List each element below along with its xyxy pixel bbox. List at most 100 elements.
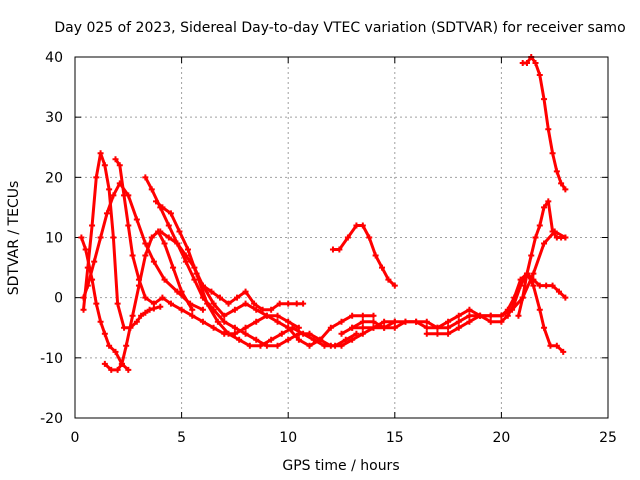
data-point: [321, 342, 328, 349]
data-point: [332, 342, 339, 349]
data-point: [199, 318, 206, 325]
plot-frame: [74, 56, 609, 419]
data-point: [142, 309, 149, 316]
data-point: [547, 342, 554, 349]
y-tick-label: -10: [40, 351, 63, 367]
x-tick-label: 10: [279, 430, 297, 446]
data-point: [515, 312, 522, 319]
data-point: [108, 366, 115, 373]
data-point: [236, 336, 243, 343]
data-point: [370, 312, 377, 319]
data-point: [549, 282, 556, 289]
data-point: [391, 318, 398, 325]
data-point: [349, 312, 356, 319]
data-point: [359, 222, 366, 229]
data-point: [466, 312, 473, 319]
data-point: [125, 222, 132, 229]
data-point: [466, 306, 473, 313]
data-point: [112, 348, 119, 355]
data-point: [455, 324, 462, 331]
data-point: [106, 186, 113, 193]
data-point: [191, 264, 198, 271]
data-point: [338, 318, 345, 325]
data-point: [106, 342, 113, 349]
data-point: [118, 360, 125, 367]
data-point: [234, 294, 241, 301]
data-point: [129, 252, 136, 259]
data-point: [242, 330, 249, 337]
data-point: [434, 324, 441, 331]
data-point: [142, 252, 149, 259]
data-point: [189, 312, 196, 319]
data-point: [157, 303, 164, 310]
data-point: [97, 150, 104, 157]
data-point: [342, 336, 349, 343]
data-point: [231, 306, 238, 313]
data-point: [528, 252, 535, 259]
data-point: [523, 60, 530, 67]
x-axis-label: GPS time / hours: [282, 458, 399, 474]
series-track-13: [425, 272, 565, 354]
data-point: [78, 234, 85, 241]
data-point: [214, 318, 221, 325]
data-point: [543, 282, 550, 289]
data-point: [306, 342, 313, 349]
x-tick-label: 25: [599, 430, 617, 446]
data-point: [221, 312, 228, 319]
y-axis-label: SDTVAR / TECUs: [6, 181, 22, 296]
data-point: [359, 330, 366, 337]
data-point: [562, 234, 569, 241]
data-point: [148, 234, 155, 241]
y-tick-label: -20: [40, 411, 63, 427]
data-point: [413, 318, 420, 325]
data-point: [184, 246, 191, 253]
data-point: [353, 330, 360, 337]
data-point: [295, 336, 302, 343]
data-point: [121, 192, 128, 199]
data-point: [101, 360, 108, 367]
data-point: [285, 318, 292, 325]
y-tick-label: 0: [54, 291, 63, 307]
data-point: [445, 318, 452, 325]
data-point: [191, 276, 198, 283]
data-point: [242, 324, 249, 331]
data-point: [274, 342, 281, 349]
data-point: [204, 300, 211, 307]
data-point: [530, 282, 537, 289]
data-point: [402, 318, 409, 325]
data-point: [487, 312, 494, 319]
data-point: [466, 318, 473, 325]
data-point: [276, 300, 283, 307]
data-point: [167, 300, 174, 307]
data-point: [504, 312, 511, 319]
data-point: [150, 300, 157, 307]
data-point: [242, 288, 249, 295]
data-point: [210, 300, 217, 307]
data-point: [161, 240, 168, 247]
data-point: [159, 294, 166, 301]
data-point: [423, 330, 430, 337]
data-point: [541, 324, 548, 331]
data-point: [116, 162, 123, 169]
data-point: [103, 210, 110, 217]
x-tick-label: 15: [386, 430, 404, 446]
data-point: [545, 126, 552, 133]
data-point: [176, 228, 183, 235]
data-point: [530, 270, 537, 277]
data-point: [133, 318, 140, 325]
data-point: [133, 216, 140, 223]
data-point: [336, 246, 343, 253]
data-point: [274, 318, 281, 325]
data-point: [558, 180, 565, 187]
series-track-15: [521, 55, 567, 191]
data-point: [182, 252, 189, 259]
data-point: [165, 222, 172, 229]
data-point: [549, 150, 556, 157]
data-point: [278, 330, 285, 337]
series-track-2: [79, 236, 130, 372]
data-point: [423, 318, 430, 325]
data-point: [434, 330, 441, 337]
data-point: [114, 366, 121, 373]
data-point: [274, 312, 281, 319]
data-point: [353, 222, 360, 229]
